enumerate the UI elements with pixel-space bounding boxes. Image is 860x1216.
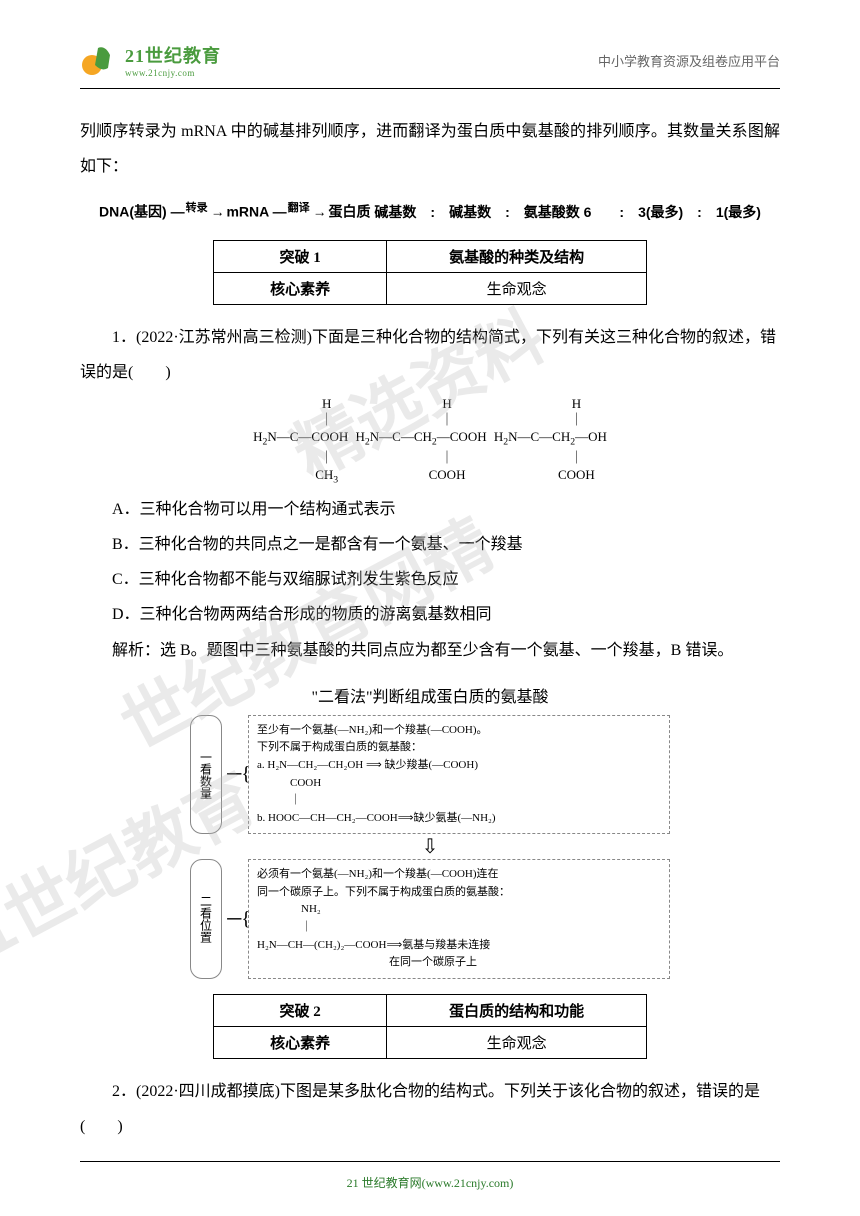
logo-icon (80, 40, 120, 80)
header-platform-text: 中小学教育资源及组卷应用平台 (598, 51, 780, 70)
down-arrow-icon: ⇩ (190, 837, 670, 857)
flow-node: 蛋白质 (329, 204, 371, 220)
logo-area: 21世纪教育 www.21cnjy.com (80, 40, 221, 80)
chemical-structures: H ｜H2N—C—COOH ｜ CH3 H ｜H2N—C—CH2—COOH ｜ … (80, 396, 780, 487)
table-cell: 氨基酸的种类及结构 (387, 241, 647, 273)
option-a: A．三种化合物可以用一个结构通式表示 (112, 492, 780, 527)
breakthrough-table-2: 突破 2 蛋白质的结构和功能 核心素养 生命观念 (213, 994, 647, 1059)
flow-node: mRNA (226, 204, 268, 220)
chem-compound-1: H ｜H2N—C—COOH ｜ CH3 (253, 396, 348, 487)
page-header: 21世纪教育 www.21cnjy.com 中小学教育资源及组卷应用平台 (80, 40, 780, 89)
table-cell: 核心素养 (214, 1026, 387, 1058)
flow-row-labels: 碱基数 : 碱基数 : 氨基酸数 (374, 200, 579, 225)
bracket-icon: ─{ (230, 715, 248, 835)
flow-node: DNA(基因) (99, 204, 167, 220)
table-cell: 突破 1 (214, 241, 387, 273)
option-d: D．三种化合物两两结合形成的物质的游离氨基数相同 (112, 597, 780, 632)
method-step-2-label: 二看位置 (190, 859, 222, 979)
logo-main-text: 21世纪教育 (125, 42, 221, 68)
flow-arrow-label: 翻译 (288, 202, 310, 214)
method-diagram: 一看数量 ─{ 至少有一个氨基(—NH₂)和一个羧基(—COOH)。 下列不属于… (190, 715, 670, 979)
page-footer: 21 世纪教育网(www.21cnjy.com) (80, 1161, 780, 1191)
breakthrough-table-1: 突破 1 氨基酸的种类及结构 核心素养 生命观念 (213, 240, 647, 305)
flow-row-values: 6 : 3(最多) : 1(最多) (584, 200, 761, 225)
question-1-options: A．三种化合物可以用一个结构通式表示 B．三种化合物的共同点之一是都含有一个氨基… (112, 492, 780, 633)
question-1-answer: 解析：选 B。题图中三种氨基酸的共同点应为都至少含有一个氨基、一个羧基，B 错误… (80, 633, 780, 668)
table-cell: 核心素养 (214, 273, 387, 305)
table-cell: 蛋白质的结构和功能 (387, 994, 647, 1026)
question-2-stem: 2．(2022·四川成都摸底)下图是某多肽化合物的结构式。下列关于该化合物的叙述… (80, 1074, 780, 1144)
logo-text-block: 21世纪教育 www.21cnjy.com (125, 42, 221, 78)
logo-sub-text: www.21cnjy.com (125, 68, 221, 78)
intro-paragraph: 列顺序转录为 mRNA 中的碱基排列顺序，进而翻译为蛋白质中氨基酸的排列顺序。其… (80, 114, 780, 184)
table-cell: 突破 2 (214, 994, 387, 1026)
chem-compound-3: H ｜H2N—C—CH2—OH ｜ COOH (494, 396, 607, 484)
table-cell: 生命观念 (387, 1026, 647, 1058)
option-c: C．三种化合物都不能与双缩脲试剂发生紫色反应 (112, 562, 780, 597)
chem-compound-2: H ｜H2N—C—CH2—COOH ｜ COOH (356, 396, 487, 484)
method-step-2-content: 必须有一个氨基(—NH₂)和一个羧基(—COOH)连在 同一个碳原子上。下列不属… (248, 859, 670, 979)
method-step-1-label: 一看数量 (190, 715, 222, 835)
option-b: B．三种化合物的共同点之一是都含有一个氨基、一个羧基 (112, 527, 780, 562)
bracket-icon: ─{ (230, 859, 248, 979)
flow-arrow-label: 转录 (186, 202, 208, 214)
flow-diagram: DNA(基因) —转录→ mRNA —翻译→ 蛋白质 碱基数 : 碱基数 : 氨… (80, 199, 780, 225)
question-1-stem: 1．(2022·江苏常州高三检测)下面是三种化合物的结构简式，下列有关这三种化合… (80, 320, 780, 390)
method-title: "二看法"判断组成蛋白质的氨基酸 (80, 683, 780, 707)
method-step-1-content: 至少有一个氨基(—NH₂)和一个羧基(—COOH)。 下列不属于构成蛋白质的氨基… (248, 715, 670, 835)
table-cell: 生命观念 (387, 273, 647, 305)
